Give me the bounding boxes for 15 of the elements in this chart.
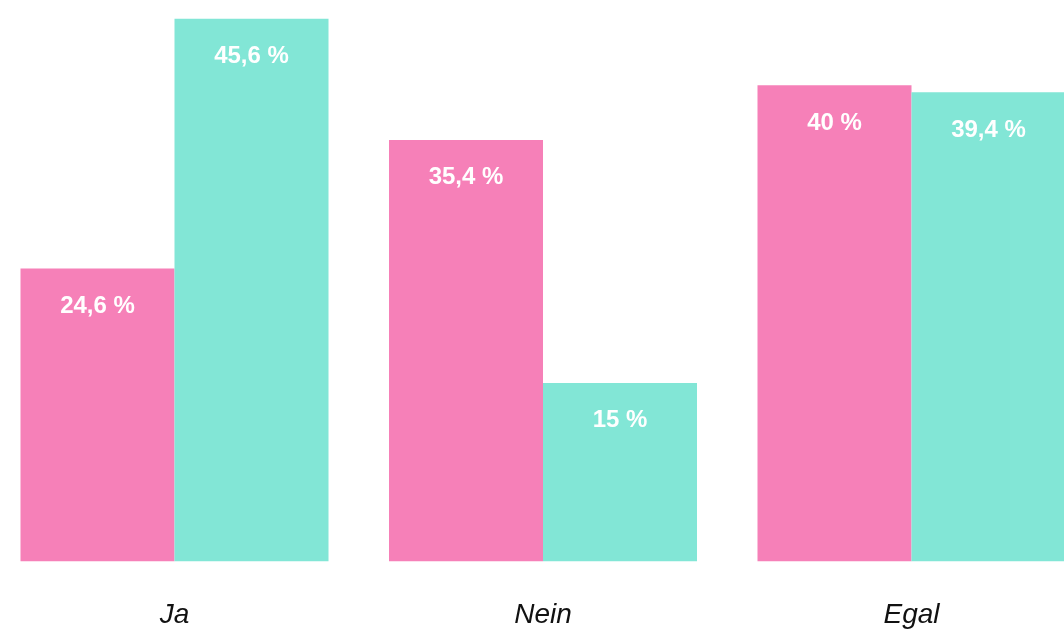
x-tick-label: Ja xyxy=(158,597,190,629)
data-label: 39,4 % xyxy=(951,114,1026,142)
bar xyxy=(911,92,1064,562)
data-label: 40 % xyxy=(807,107,862,135)
data-label: 35,4 % xyxy=(428,162,504,190)
bar xyxy=(20,268,175,562)
data-label: 24,6 % xyxy=(60,291,135,319)
x-tick-label: Nein xyxy=(514,597,572,629)
bar xyxy=(389,139,543,562)
x-tick-label: Egal xyxy=(883,597,941,629)
data-label: 45,6 % xyxy=(214,41,289,68)
data-label: 15 % xyxy=(592,405,648,433)
bar xyxy=(543,382,697,562)
bar xyxy=(174,18,329,562)
bar xyxy=(757,85,912,562)
